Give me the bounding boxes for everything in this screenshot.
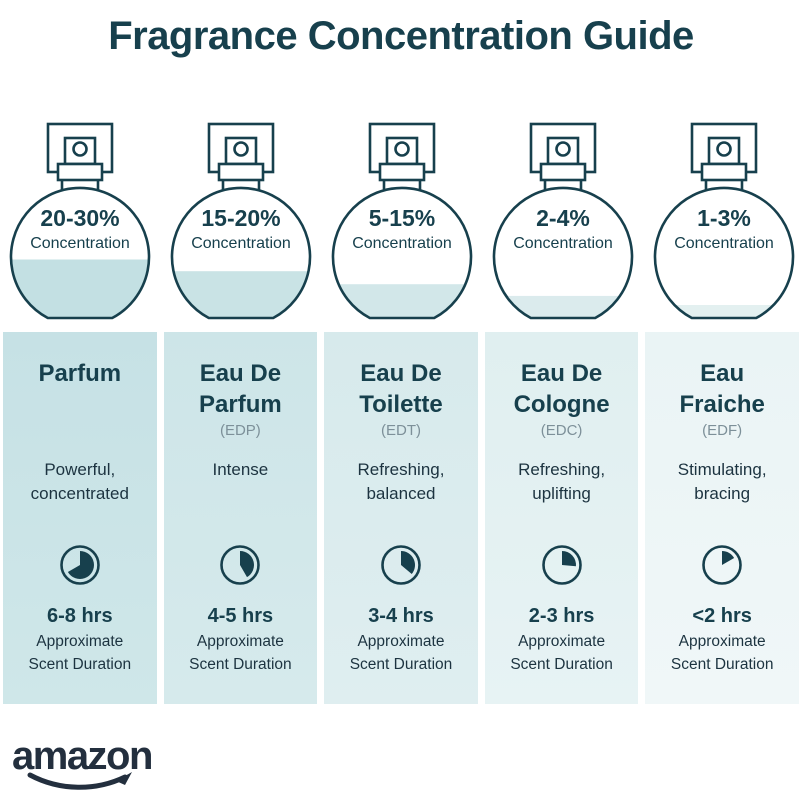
concentration-label: Concentration <box>513 235 613 252</box>
clock-wedge <box>722 551 735 565</box>
fragrance-abbr: (EDF) <box>702 422 743 439</box>
clock-wedge <box>561 551 576 567</box>
perfume-bottle-icon: 15-20% Concentration <box>170 122 312 320</box>
fragrance-description: Stimulating, bracing <box>677 460 767 503</box>
fragrance-abbr: (EDP) <box>219 422 261 439</box>
amazon-wordmark: amazon <box>12 734 153 778</box>
perfume-bottle-icon: 5-15% Concentration <box>331 122 473 320</box>
scent-duration-hours: <2 hrs <box>692 605 752 627</box>
scent-duration-label: Approximate Scent Duration <box>28 633 132 673</box>
scent-duration-hours: 2-3 hrs <box>528 605 595 627</box>
clock-wedge <box>240 551 255 578</box>
bottles-row: 20-30% Concentration 15-20% Concentratio… <box>0 116 802 328</box>
clock-icon <box>59 545 100 585</box>
clock-icon <box>220 545 261 585</box>
concentration-label: Concentration <box>352 235 452 252</box>
fragrance-name: Eau De Toilette <box>359 360 443 418</box>
bottle-column: 20-30% Concentration <box>3 116 157 328</box>
fragrance-card-eau-de-cologne: Eau De Cologne (EDC) Refreshing, uplifti… <box>484 332 639 704</box>
cards-row: Parfum Powerful, concentrated 6-8 hrs Ap… <box>0 332 802 704</box>
bottle-body <box>492 186 634 320</box>
concentration-range: 1-3% <box>697 205 751 231</box>
scent-duration-label: Approximate Scent Duration <box>670 633 774 673</box>
bottle-column: 15-20% Concentration <box>164 116 318 328</box>
concentration-label: Concentration <box>674 235 774 252</box>
liquid-fill <box>493 295 632 318</box>
fragrance-card-eau-fraiche: Eau Fraiche (EDF) Stimulating, bracing <… <box>645 332 799 704</box>
bottle-column: 5-15% Concentration <box>325 116 479 328</box>
bottle-column: 1-3% Concentration <box>647 116 801 328</box>
fragrance-abbr: (EDC) <box>540 422 583 439</box>
liquid-fill <box>171 271 310 318</box>
liquid-fill <box>654 305 793 318</box>
fragrance-name: Eau De Cologne <box>513 360 610 418</box>
fragrance-description: Refreshing, balanced <box>357 460 445 503</box>
fragrance-description: Intense <box>212 460 269 479</box>
liquid-fill <box>332 284 471 318</box>
scent-duration-label: Approximate Scent Duration <box>189 633 292 673</box>
perfume-bottle-icon: 1-3% Concentration <box>653 122 795 320</box>
amazon-smile-icon <box>27 772 132 790</box>
bottle-nozzle-hole <box>72 141 88 157</box>
bottle-body <box>653 186 795 320</box>
clock-wedge <box>400 551 415 574</box>
footer: amazon <box>0 734 802 790</box>
bottle-body <box>331 186 473 320</box>
fragrance-card-eau-de-parfum: Eau De Parfum (EDP) Intense 4-5 hrs Appr… <box>163 332 318 704</box>
fragrance-abbr: (EDT) <box>380 422 421 439</box>
concentration-label: Concentration <box>30 235 130 252</box>
fragrance-description: Powerful, concentrated <box>30 460 129 503</box>
fragrance-name: Eau De Parfum <box>199 360 282 418</box>
bottle-body <box>170 186 312 320</box>
bottle-body <box>9 186 151 320</box>
amazon-logo: amazon <box>12 734 153 790</box>
scent-duration-hours: 4-5 hrs <box>207 605 274 627</box>
concentration-range: 2-4% <box>536 205 590 231</box>
clock-icon <box>541 545 582 585</box>
page-title: Fragrance Concentration Guide <box>108 14 694 58</box>
perfume-bottle-icon: 20-30% Concentration <box>9 122 151 320</box>
clock-wedge <box>67 551 94 579</box>
clock-icon <box>381 545 421 585</box>
fragrance-name: Eau Fraiche <box>679 360 765 418</box>
fragrance-name: Parfum <box>38 360 122 387</box>
scent-duration-label: Approximate Scent Duration <box>510 633 613 673</box>
scent-duration-label: Approximate Scent Duration <box>349 633 453 673</box>
fragrance-description: Refreshing, uplifting <box>518 460 606 503</box>
fragrance-card-parfum: Parfum Powerful, concentrated 6-8 hrs Ap… <box>3 332 157 704</box>
scent-duration-hours: 6-8 hrs <box>47 605 113 627</box>
perfume-bottle-icon: 2-4% Concentration <box>492 122 634 320</box>
concentration-range: 15-20% <box>201 205 280 231</box>
liquid-fill <box>10 259 149 318</box>
concentration-range: 20-30% <box>40 205 119 231</box>
bottle-collar <box>56 162 104 182</box>
scent-duration-hours: 3-4 hrs <box>368 605 434 627</box>
clock-icon <box>702 545 742 585</box>
fragrance-card-eau-de-toilette: Eau De Toilette (EDT) Refreshing, balanc… <box>324 332 478 704</box>
bottle-column: 2-4% Concentration <box>486 116 640 328</box>
concentration-range: 5-15% <box>369 205 435 231</box>
concentration-label: Concentration <box>191 235 291 252</box>
